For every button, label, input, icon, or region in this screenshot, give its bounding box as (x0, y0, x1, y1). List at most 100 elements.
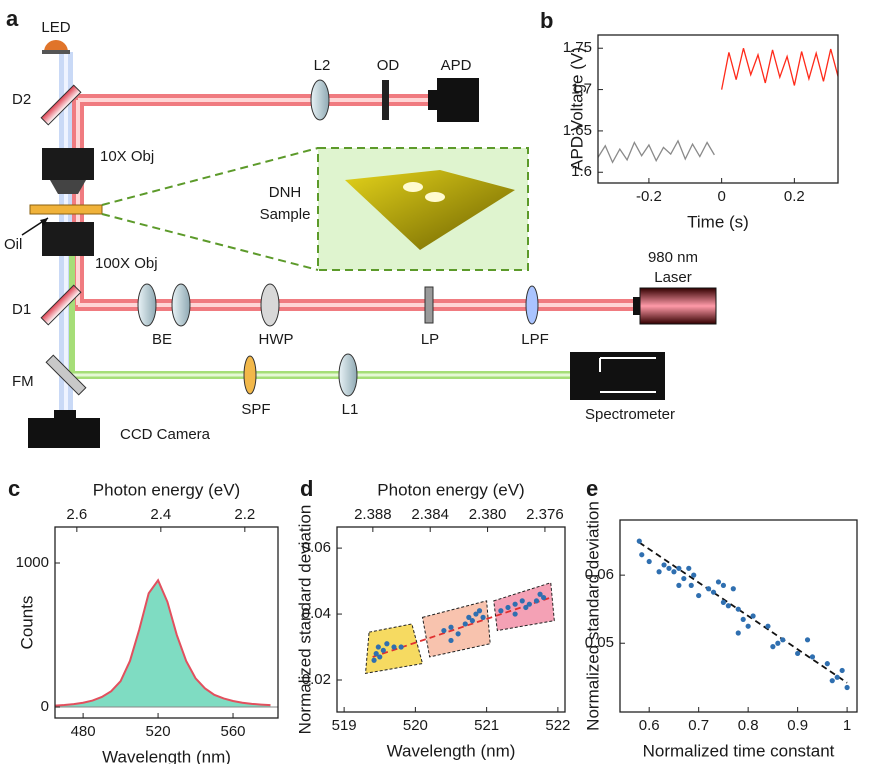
panel-label: a (6, 6, 19, 31)
label: FM (12, 373, 34, 390)
point (646, 558, 652, 565)
point (636, 538, 642, 544)
spf (243, 355, 257, 395)
y-tick-label: 0.05 (585, 634, 614, 651)
point (498, 608, 504, 614)
od-filter (382, 80, 389, 120)
label: DNH (269, 184, 302, 201)
y-tick-label: 0.02 (302, 671, 331, 688)
x-tick-label: -0.2 (636, 188, 662, 205)
point (523, 604, 529, 611)
x2-tick-label: 2.384 (411, 506, 449, 523)
point (377, 654, 383, 660)
point (656, 569, 662, 575)
x2-tick-label: 2.4 (150, 506, 171, 523)
point (804, 637, 811, 643)
point (676, 565, 682, 571)
mirror-fm (45, 354, 87, 396)
data-line (597, 139, 715, 164)
point (380, 647, 386, 653)
apd-window (428, 90, 437, 110)
point (398, 644, 404, 650)
led (44, 40, 68, 52)
plot-frame (54, 526, 279, 719)
label: SPF (241, 401, 270, 418)
y-axis-label: Normalized standard deviation (295, 505, 314, 735)
y-tick-label: 1.75 (563, 39, 592, 56)
x-tick-label: 519 (332, 717, 357, 734)
laser-aperture (633, 297, 640, 315)
point (688, 582, 694, 588)
point (639, 552, 645, 558)
x2-tick-label: 2.376 (526, 506, 564, 523)
label: L2 (314, 57, 331, 74)
y-axis-label: APD Voltage (V) (567, 47, 586, 171)
point (705, 586, 712, 592)
y-tick-label: 1000 (16, 554, 49, 571)
label: Spectrometer (585, 406, 675, 423)
x2-tick-label: 2.2 (234, 506, 255, 523)
point (676, 582, 682, 588)
label: 100X Obj (95, 255, 158, 272)
label: LED (41, 19, 70, 36)
oil-arrowhead (40, 218, 48, 226)
label: Oil (4, 236, 22, 253)
apd (437, 78, 479, 122)
point (512, 611, 518, 617)
label: BE (152, 331, 172, 348)
point (476, 608, 483, 614)
data-line (54, 578, 271, 707)
x-axis-label: Wavelength (nm) (102, 747, 231, 764)
lens-l1 (338, 353, 358, 397)
zoom-line (101, 213, 319, 271)
point (448, 624, 454, 630)
label: OD (377, 57, 400, 74)
label: HWP (259, 331, 294, 348)
label: 980 nm (648, 249, 698, 266)
point (533, 598, 540, 604)
point (462, 621, 468, 627)
x-axis-label: Normalized time constant (643, 741, 835, 760)
x-axis-label: Wavelength (nm) (387, 741, 516, 760)
point (681, 575, 687, 582)
y-tick-label: 1.65 (563, 122, 592, 139)
point (480, 614, 486, 620)
hole (403, 182, 423, 192)
point (824, 661, 830, 667)
objective-100x (42, 222, 94, 256)
x-tick-label: 0.8 (738, 717, 759, 734)
lens-be (171, 283, 191, 327)
point (448, 637, 454, 644)
point (735, 630, 741, 636)
panel-label: c (8, 476, 20, 501)
point (526, 601, 532, 607)
y-axis-label: Counts (17, 596, 36, 650)
fit-line (638, 541, 848, 684)
point (809, 654, 816, 660)
point (469, 618, 475, 624)
x-tick-label: 520 (403, 717, 428, 734)
point (384, 641, 390, 647)
label: Sample (260, 206, 311, 223)
label: D1 (12, 301, 31, 318)
point (473, 611, 479, 617)
point (537, 591, 543, 597)
point (770, 644, 776, 650)
x2-axis-label: Photon energy (eV) (377, 480, 524, 499)
x-tick-label: 1 (843, 717, 851, 734)
data-line (720, 48, 839, 90)
x2-tick-label: 2.6 (66, 506, 87, 523)
hole (425, 192, 445, 202)
x2-tick-label: 2.388 (354, 506, 392, 523)
objective-10x-tip (50, 180, 86, 194)
sample (29, 204, 103, 215)
region (421, 600, 491, 658)
point (834, 674, 840, 680)
x-tick-label: 0.9 (787, 717, 808, 734)
point (715, 579, 722, 585)
point (441, 627, 447, 634)
point (720, 582, 727, 588)
point (696, 592, 702, 599)
